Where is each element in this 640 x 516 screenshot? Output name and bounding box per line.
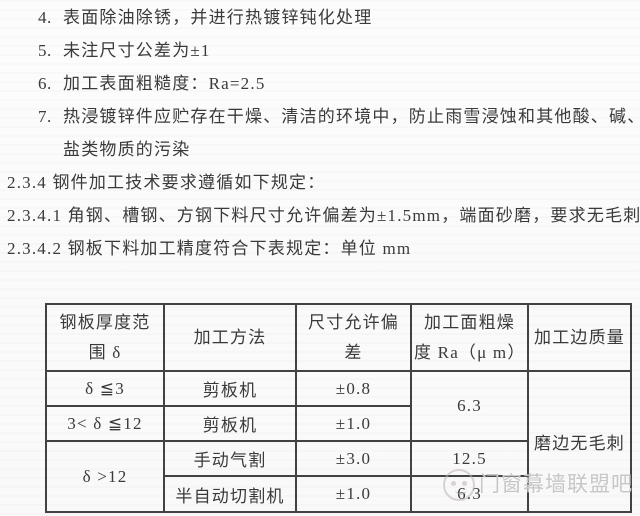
- header-line: 尺寸允许偏: [308, 312, 399, 332]
- list-item-text: 表面除油除锈，并进行热镀锌钝化处理: [63, 8, 373, 27]
- table-row: δ >12 手动气割 ±3.0 12.5: [45, 440, 631, 513]
- header-line: 围 δ: [88, 342, 122, 362]
- header-thickness-range: 钢板厚度范 围 δ: [45, 303, 165, 372]
- list-item-7-continuation: 盐类物质的污染: [0, 139, 640, 161]
- clause-text: 2.3.4.2 钢板下料加工精度符合下表规定：单位 mm: [7, 239, 412, 258]
- cell-range-merged-r3r4: δ >12: [45, 440, 165, 513]
- cell-method-r3: 手动气割: [163, 440, 297, 477]
- cell-roughness-merged-r1r2: 6.3: [410, 370, 529, 442]
- cell-tolerance-r2: ±1.0: [295, 405, 412, 442]
- cell-tolerance-r1: ±0.8: [295, 370, 412, 407]
- list-item-6: 6. 加工表面粗糙度：Ra=2.5: [0, 73, 640, 95]
- table-row: δ ≦3 剪板机 ±0.8 6.3 磨边无毛刺: [45, 370, 632, 513]
- clause-2-3-4: 2.3.4 钢件加工技术要求遵循如下规定：: [0, 172, 640, 194]
- header-processing-method: 加工方法: [163, 303, 297, 372]
- header-line: 加工方法: [193, 327, 267, 347]
- table-row: 3< δ ≦12 剪板机 ±1.0: [45, 405, 631, 442]
- list-item-5: 5. 未注尺寸公差为±1: [0, 40, 640, 62]
- cell-roughness-r4: 6.3: [410, 475, 529, 513]
- cell-range-r1: δ ≦3: [45, 370, 165, 407]
- cell-method-r2: 剪板机: [163, 405, 297, 442]
- clause-2-3-4-2: 2.3.4.2 钢板下料加工精度符合下表规定：单位 mm: [0, 238, 640, 260]
- header-line: 加工面粗燥: [424, 312, 515, 332]
- header-line: 钢板厚度范: [59, 312, 151, 332]
- list-item-number: 7.: [38, 107, 52, 126]
- header-line: 差: [344, 342, 363, 362]
- header-line: 加工边质量: [534, 327, 625, 347]
- cell-method-r1: 剪板机: [163, 370, 297, 407]
- clause-2-3-4-1: 2.3.4.1 角钢、槽钢、方钢下料尺寸允许偏差为±1.5mm，端面砂磨，要求无…: [0, 205, 640, 227]
- list-item-text: 加工表面粗糙度：Ra=2.5: [63, 74, 266, 93]
- cell-range-r2: 3< δ ≦12: [45, 405, 165, 442]
- table-row: 半自动切割机 ±1.0 6.3: [46, 475, 631, 513]
- steel-plate-cutting-spec-table: 钢板厚度范 围 δ 加工方法 尺寸允许偏 差 加工面粗燥 度 Ra（μ m） 加…: [45, 303, 632, 513]
- header-line: 度 Ra（μ m）: [414, 342, 526, 362]
- header-surface-roughness: 加工面粗燥 度 Ra（μ m）: [410, 303, 529, 372]
- list-item-number: 5.: [38, 41, 52, 60]
- cell-tolerance-r3: ±3.0: [295, 440, 412, 477]
- list-item-4: 4. 表面除油除锈，并进行热镀锌钝化处理: [0, 7, 640, 29]
- list-item-number: 6.: [38, 74, 52, 93]
- header-edge-quality: 加工边质量: [527, 303, 632, 372]
- list-item-text: 热浸镀锌件应贮存在干燥、清洁的环境中，防止雨雪浸蚀和其他酸、碱、: [63, 107, 640, 126]
- cell-method-r4: 半自动切割机: [163, 475, 297, 513]
- table-header-row: 钢板厚度范 围 δ 加工方法 尺寸允许偏 差 加工面粗燥 度 Ra（μ m） 加…: [45, 303, 632, 372]
- list-item-number: 4.: [38, 8, 52, 27]
- cell-roughness-r3: 12.5: [410, 440, 529, 477]
- list-item-text: 未注尺寸公差为±1: [63, 41, 211, 60]
- clause-text: 2.3.4 钢件加工技术要求遵循如下规定：: [7, 173, 326, 192]
- cell-edge-quality-merged: 磨边无毛刺: [527, 370, 632, 513]
- list-item-7: 7. 热浸镀锌件应贮存在干燥、清洁的环境中，防止雨雪浸蚀和其他酸、碱、: [0, 106, 640, 128]
- clause-text: 2.3.4.1 角钢、槽钢、方钢下料尺寸允许偏差为±1.5mm，端面砂磨，要求无…: [7, 206, 640, 225]
- list-item-text: 盐类物质的污染: [63, 140, 191, 159]
- cell-tolerance-r4: ±1.0: [295, 475, 412, 513]
- header-dimension-tolerance: 尺寸允许偏 差: [295, 303, 412, 372]
